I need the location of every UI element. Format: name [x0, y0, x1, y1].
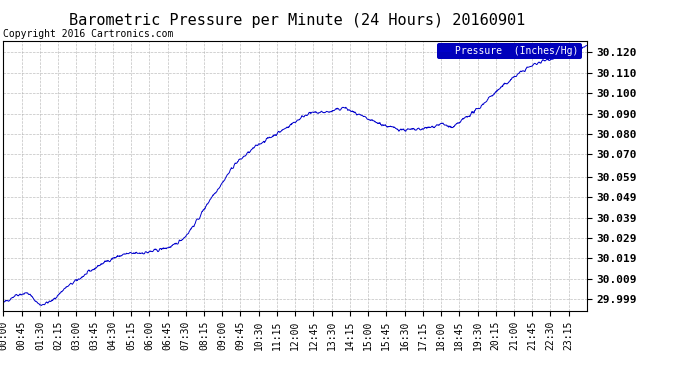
- Legend: Pressure  (Inches/Hg): Pressure (Inches/Hg): [437, 44, 582, 59]
- Text: Barometric Pressure per Minute (24 Hours) 20160901: Barometric Pressure per Minute (24 Hours…: [68, 13, 525, 28]
- Text: Copyright 2016 Cartronics.com: Copyright 2016 Cartronics.com: [3, 28, 174, 39]
